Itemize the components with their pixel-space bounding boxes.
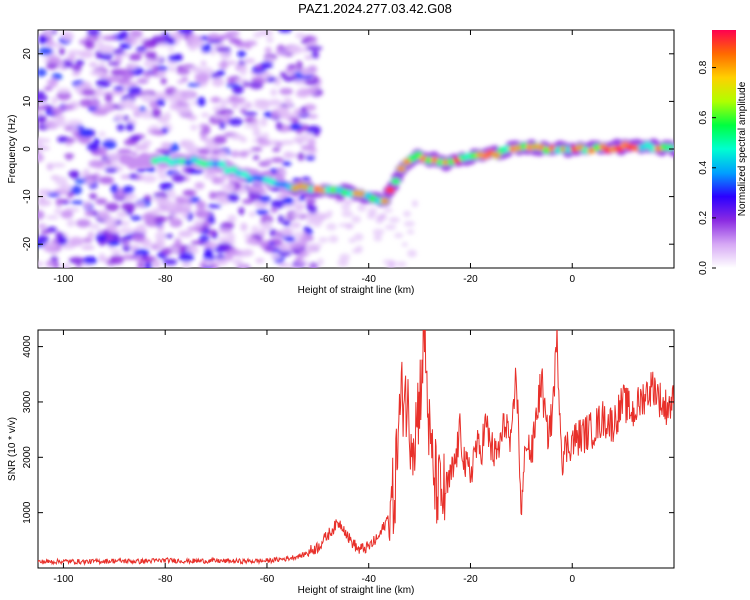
spectrogram-xtick-label: -40 [361,274,376,285]
snr-xtick-label: -80 [158,574,173,585]
colorbar-tick-label: 0.6 [698,110,709,124]
snr-xtick-label: 0 [569,574,575,585]
spectrogram-xtick-label: -60 [260,274,275,285]
snr-ytick-label: 2000 [22,446,33,469]
spectrogram-ytick-label: 20 [22,48,33,60]
colorbar: 0.0 0.2 0.4 0.6 0.8 Normalized spectral ampl… [698,30,748,275]
snr-xlabel: Height of straight line (km) [298,585,415,596]
colorbar-tick-label: 0.0 [698,261,709,275]
snr-ylabel: SNR (10 * v/v) [7,417,18,481]
spectrogram-ylabel: Frequency (Hz) [7,115,18,184]
spectrogram-ytick-label: -10 [22,189,33,204]
spectrogram-xtick-label: -100 [53,274,73,285]
snr-xtick-label: -60 [260,574,275,585]
spectrogram-xtick-label: -80 [158,274,173,285]
snr-ytick-label: 4000 [22,335,33,358]
snr-ytick-label: 3000 [22,390,33,413]
snr-series-line [38,330,674,566]
snr-ytick-label: 1000 [22,501,33,524]
spectrogram-content [38,30,674,268]
snr-xtick-label: -100 [53,574,73,585]
spectrogram-xtick-label: -20 [463,274,478,285]
colorbar-tick-label: 0.2 [698,211,709,225]
spectrogram-ytick-label: -20 [22,237,33,252]
snr-panel: -100 -80 -60 -40 -20 0 1000 2000 3000 4000 Height… [7,329,675,596]
snr-xtick-label: -40 [361,574,376,585]
spectrogram-ytick-label: 0 [22,146,33,152]
spectrogram-xlabel: Height of straight line (km) [298,285,415,296]
snr-xtick-label: -20 [463,574,478,585]
colorbar-tick-label: 0.4 [698,160,709,174]
spectrogram-ridge [118,138,674,207]
spectrogram-ytick-label: 10 [22,95,33,107]
colorbar-scale [712,30,736,268]
colorbar-label: Normalized spectral amplitude [737,81,748,216]
colorbar-ticks: 0.0 0.2 0.4 0.6 0.8 [698,60,716,275]
snr-ticks: -100 -80 -60 -40 -20 0 1000 2000 3000 4000 [22,330,674,585]
spectrogram-xtick-label: 0 [569,274,575,285]
page-title: PAZ1.2024.277.03.42.G08 [298,1,452,16]
colorbar-tick-label: 0.8 [698,60,709,74]
